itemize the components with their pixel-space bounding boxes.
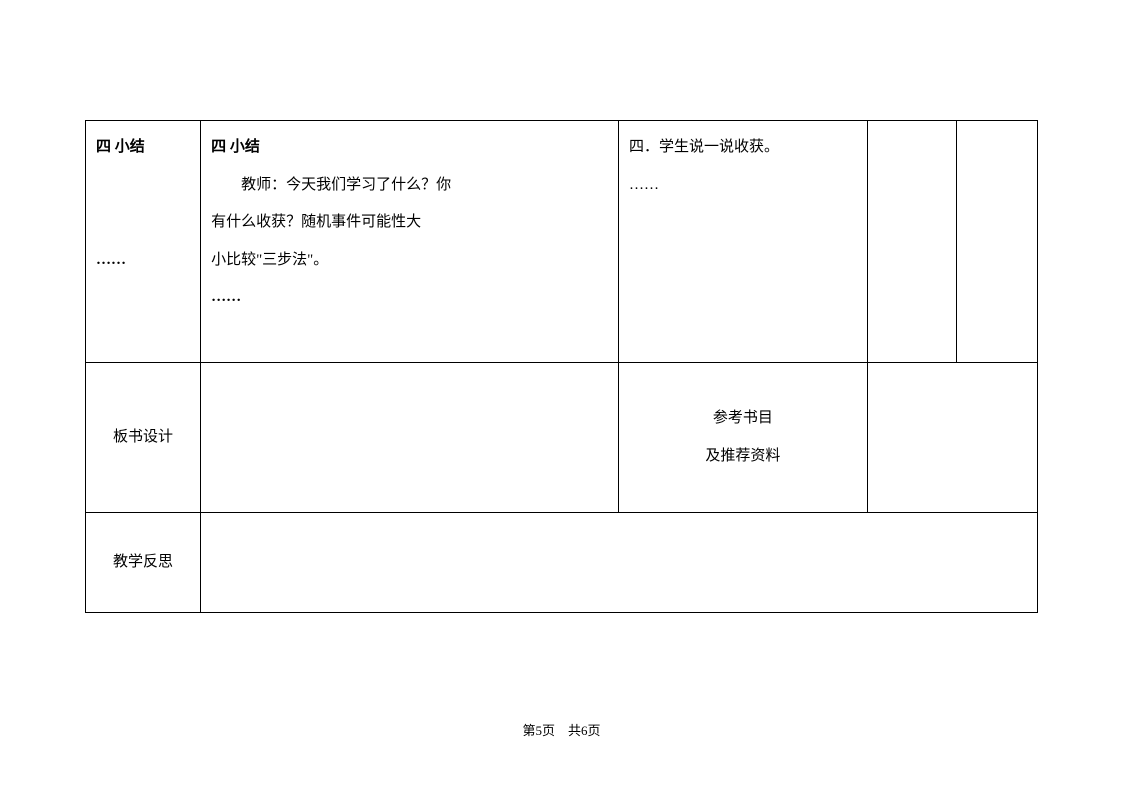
summary-dots-1: ……	[96, 242, 190, 280]
cell-teacher-content: 四 小结 教师：今天我们学习了什么？你 有什么收获？随机事件可能性大 小比较"三…	[201, 121, 619, 363]
student-text-1: 四．学生说一说收获。	[629, 129, 857, 167]
cell-summary-label: 四 小结 ……	[86, 121, 201, 363]
page-container: 四 小结 …… 四 小结 教师：今天我们学习了什么？你 有什么收获？随机事件可能…	[0, 0, 1123, 613]
teacher-text-3: 小比较"三步法"。	[211, 242, 608, 280]
cell-references-label: 参考书目 及推荐资料	[619, 363, 868, 513]
references-line2: 及推荐资料	[629, 438, 857, 476]
teacher-text-1: 教师：今天我们学习了什么？你	[211, 167, 608, 205]
page-number: 第5页 共6页	[522, 723, 600, 738]
cell-student-content: 四．学生说一说收获。 ……	[619, 121, 868, 363]
table-row-board-design: 板书设计 参考书目 及推荐资料	[86, 363, 1038, 513]
teacher-text-2: 有什么收获？随机事件可能性大	[211, 204, 608, 242]
summary-title-1: 四 小结	[96, 129, 190, 167]
table-row-summary: 四 小结 …… 四 小结 教师：今天我们学习了什么？你 有什么收获？随机事件可能…	[86, 121, 1038, 363]
lesson-plan-table: 四 小结 …… 四 小结 教师：今天我们学习了什么？你 有什么收获？随机事件可能…	[85, 120, 1038, 613]
cell-board-design-label: 板书设计	[86, 363, 201, 513]
summary-spacer	[96, 167, 190, 205]
table-row-reflection: 教学反思	[86, 513, 1038, 613]
teacher-dots: ……	[211, 279, 608, 317]
summary-spacer2	[96, 204, 190, 242]
cell-board-design-content	[201, 363, 619, 513]
cell-reflection-content	[201, 513, 1038, 613]
cell-empty-1	[867, 121, 956, 363]
cell-reflection-label: 教学反思	[86, 513, 201, 613]
board-design-text: 板书设计	[113, 429, 173, 445]
cell-references-content	[867, 363, 1037, 513]
page-footer: 第5页 共6页	[0, 720, 1123, 739]
references-line1: 参考书目	[629, 400, 857, 438]
cell-empty-2	[956, 121, 1037, 363]
summary-title-2: 四 小结	[211, 129, 608, 167]
reflection-text: 教学反思	[113, 554, 173, 570]
teacher-spacer	[211, 317, 608, 355]
student-dots: ……	[629, 167, 857, 205]
